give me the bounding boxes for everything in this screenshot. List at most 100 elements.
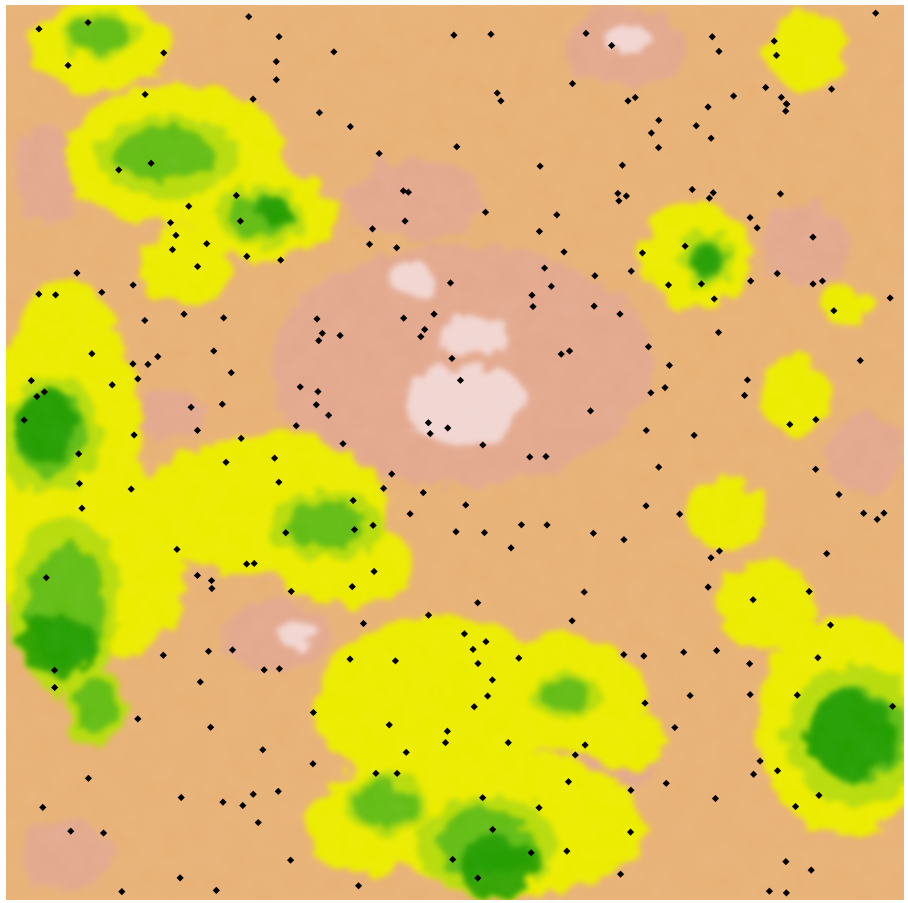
point-marker — [711, 794, 720, 803]
point-marker — [348, 583, 356, 591]
point-marker — [203, 240, 211, 248]
point-marker — [529, 302, 537, 311]
point-marker — [535, 227, 543, 236]
point-marker — [448, 354, 456, 363]
point-marker — [474, 659, 482, 668]
point-marker — [504, 738, 512, 747]
point-marker — [547, 282, 555, 290]
point-marker — [469, 645, 477, 653]
point-marker — [98, 288, 106, 296]
point-marker — [359, 619, 368, 628]
point-marker — [517, 521, 526, 529]
point-marker — [218, 400, 226, 408]
point-marker — [818, 277, 827, 285]
point-marker — [746, 690, 754, 699]
point-marker — [686, 691, 694, 700]
point-marker — [250, 559, 258, 568]
point-marker — [470, 703, 478, 711]
point-marker — [207, 576, 216, 585]
point-marker — [474, 874, 482, 882]
point-marker — [365, 240, 374, 248]
point-marker — [173, 545, 181, 553]
point-marker — [404, 188, 413, 196]
point-marker — [309, 708, 317, 717]
point-marker — [480, 529, 489, 537]
point-marker — [287, 856, 295, 864]
point-marker — [497, 97, 505, 105]
point-marker — [232, 191, 240, 200]
point-marker — [237, 434, 245, 442]
point-marker — [526, 453, 534, 461]
point-marker — [540, 264, 549, 272]
point-marker — [704, 583, 712, 591]
point-marker — [714, 328, 723, 337]
point-marker — [707, 134, 715, 142]
point-marker — [450, 31, 458, 39]
point-marker — [835, 490, 843, 499]
point-marker — [809, 280, 817, 288]
point-marker — [388, 470, 396, 478]
point-marker — [346, 123, 354, 131]
point-marker — [187, 403, 195, 411]
point-marker — [704, 103, 712, 111]
point-marker — [456, 376, 465, 384]
point-marker — [756, 757, 764, 765]
point-marker — [346, 655, 354, 663]
point-marker — [296, 383, 304, 391]
point-marker — [661, 384, 669, 392]
point-marker — [826, 621, 835, 629]
point-marker — [270, 454, 279, 462]
point-marker — [196, 678, 204, 686]
point-marker — [747, 277, 755, 285]
point-marker — [129, 281, 137, 289]
point-marker — [762, 83, 770, 92]
point-marker — [166, 219, 175, 227]
point-marker — [402, 748, 410, 756]
point-marker — [528, 291, 536, 299]
point-marker — [75, 450, 83, 458]
point-marker — [664, 281, 673, 289]
point-marker — [35, 25, 43, 33]
point-marker — [715, 547, 724, 555]
point-marker — [740, 391, 749, 399]
point-marker — [627, 267, 635, 275]
point-marker — [430, 310, 438, 318]
point-marker — [421, 325, 429, 334]
point-marker — [75, 479, 84, 488]
point-marker — [452, 528, 460, 536]
point-marker — [568, 617, 576, 625]
point-marker — [375, 149, 383, 158]
point-marker — [354, 882, 363, 890]
point-marker — [479, 794, 487, 802]
point-marker — [193, 571, 202, 580]
point-marker — [888, 702, 897, 710]
point-marker — [40, 388, 48, 396]
point-marker — [236, 217, 244, 225]
point-marker — [654, 144, 663, 152]
point-marker — [743, 376, 752, 384]
point-marker — [193, 426, 202, 434]
point-marker — [647, 389, 655, 397]
point-marker — [582, 29, 590, 37]
point-marker — [777, 93, 785, 101]
point-marker — [591, 272, 599, 280]
point-marker — [644, 343, 653, 351]
point-marker — [115, 166, 123, 174]
point-marker — [324, 411, 333, 419]
point-marker — [580, 588, 588, 596]
point-marker — [349, 496, 357, 505]
point-marker — [487, 30, 495, 38]
point-marker — [372, 769, 380, 777]
point-marker — [479, 441, 487, 449]
point-marker — [443, 727, 451, 735]
point-marker — [484, 692, 492, 700]
point-marker — [20, 416, 28, 424]
point-marker — [527, 849, 535, 857]
point-marker — [474, 599, 482, 607]
point-marker — [697, 280, 706, 288]
point-marker — [272, 58, 280, 66]
point-marker — [793, 691, 801, 699]
point-marker — [482, 638, 490, 646]
point-marker — [627, 786, 635, 794]
point-marker — [640, 652, 648, 660]
